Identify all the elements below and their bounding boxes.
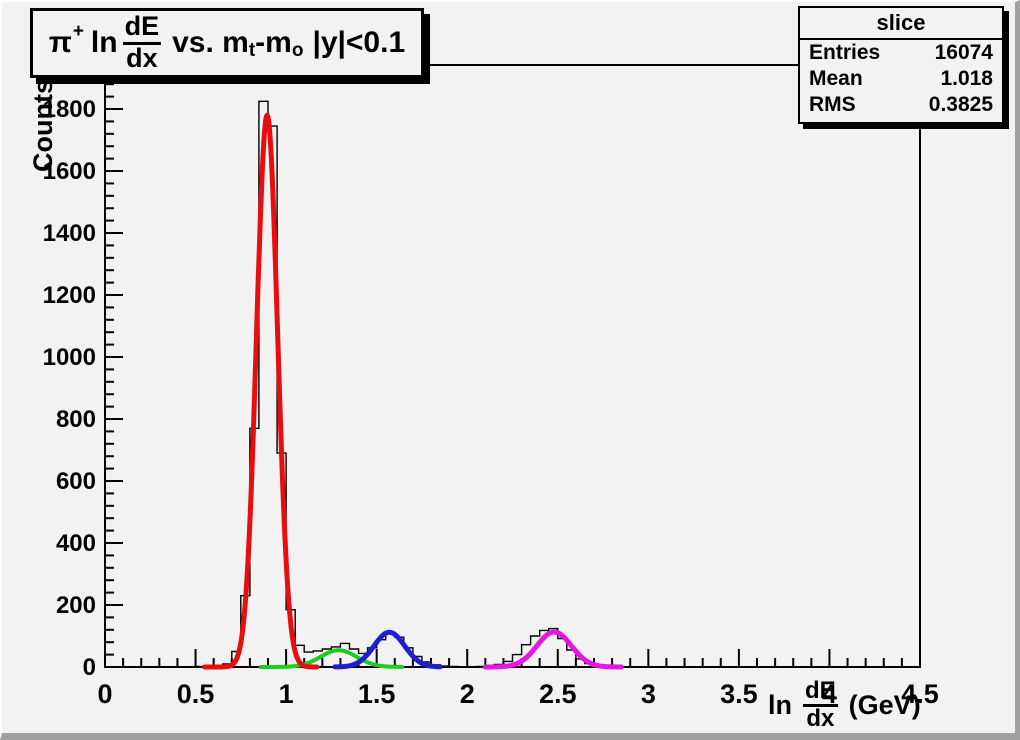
y-tick-label: 800 — [56, 406, 96, 433]
fit-gaussian-red[interactable] — [202, 112, 320, 670]
stats-value: 1.018 — [940, 67, 993, 90]
stats-title: slice — [800, 8, 1002, 40]
fraction-numerator: dE — [803, 678, 838, 708]
y-tick-label: 200 — [56, 592, 96, 619]
x-axis-title: ln dE dx (GeV) — [768, 678, 921, 733]
fit-gaussian-green[interactable] — [258, 648, 404, 669]
x-tick-label: 0.5 — [177, 679, 215, 709]
stats-value: 0.3825 — [928, 93, 993, 116]
title-rapidity-cut: |y|<0.1 — [312, 26, 406, 59]
y-axis-title: Counts — [28, 79, 58, 172]
x-tick-label: 3 — [641, 679, 656, 709]
stats-value: 16074 — [934, 41, 993, 64]
y-tick-label: 600 — [56, 468, 96, 495]
title-fraction-numerator: dE — [122, 13, 162, 45]
stats-label: Mean — [809, 67, 863, 90]
y-tick-label: 1200 — [43, 282, 96, 309]
dedx-fraction: dE dx — [803, 678, 838, 733]
title-vs-m: vs. m — [172, 26, 249, 59]
title-fraction-denominator: dx — [126, 43, 158, 73]
title-dedx-fraction: dE dx — [122, 13, 162, 73]
x-tick-label: 2 — [460, 679, 475, 709]
x-tick-label: 2.5 — [539, 679, 577, 709]
y-tick-label: 0 — [83, 654, 96, 681]
stats-row: Entries 16074 — [800, 40, 1002, 66]
title-minus-m: -m — [255, 26, 292, 59]
title-pave[interactable]: π + ln dE dx vs. m t -m o |y|<0.1 — [30, 8, 424, 78]
subscript-o: o — [291, 40, 304, 61]
stats-row: Mean 1.018 — [800, 66, 1002, 92]
x-tick-label: 4.5 — [901, 679, 939, 709]
stats-label: Entries — [809, 41, 881, 64]
title-ln: ln — [90, 26, 118, 59]
pi-symbol: π — [48, 26, 72, 59]
histogram-slice[interactable] — [105, 100, 920, 668]
subscript-t: t — [248, 40, 256, 61]
y-tick-label: 1800 — [43, 96, 96, 123]
x-axis-title-unit: (GeV) — [848, 689, 921, 720]
x-tick-label: 0 — [97, 679, 112, 709]
fit-gaussian-blue[interactable] — [332, 629, 443, 670]
y-tick-label: 1400 — [43, 220, 96, 247]
x-axis-title-ln: ln — [768, 689, 792, 720]
stats-row: RMS 0.3825 — [800, 92, 1002, 118]
pi-charge-superscript: + — [72, 21, 84, 42]
x-tick-label: 3.5 — [720, 679, 758, 709]
y-tick-label: 1600 — [43, 158, 96, 185]
fraction-denominator: dx — [806, 705, 835, 733]
plot-frame[interactable] — [104, 64, 921, 668]
stats-rows: Entries 16074 Mean 1.018 RMS 0.3825 — [800, 40, 1002, 118]
x-tick-label: 4 — [822, 679, 837, 709]
stats-box[interactable]: slice Entries 16074 Mean 1.018 RMS 0.3825 — [798, 6, 1004, 124]
y-tick-label: 1000 — [43, 344, 96, 371]
y-tick-label: 400 — [56, 530, 96, 557]
x-tick-label: 1.5 — [358, 679, 396, 709]
fit-gaussian-magenta[interactable] — [482, 629, 624, 670]
x-tick-label: 1 — [279, 679, 294, 709]
stats-label: RMS — [809, 93, 856, 116]
